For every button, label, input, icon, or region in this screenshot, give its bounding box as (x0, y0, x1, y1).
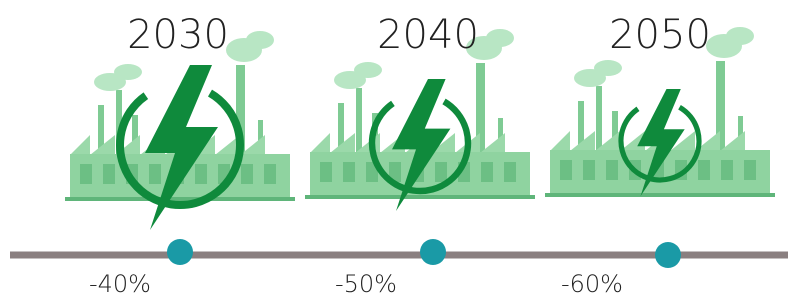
factory-window (195, 164, 207, 184)
factory-window (721, 160, 733, 180)
factory-window (606, 160, 618, 180)
factory-window (103, 164, 115, 184)
timeline-dot (420, 239, 446, 265)
ground (305, 195, 535, 199)
year-label: 2030 (127, 12, 229, 58)
factory-window (320, 162, 332, 182)
factory-window (435, 162, 447, 182)
timeline-dot (655, 242, 681, 268)
factory-window (80, 164, 92, 184)
factory-window (698, 160, 710, 180)
year-label: 2040 (377, 12, 479, 58)
smoke (726, 27, 754, 45)
ground (545, 193, 775, 197)
factory-window (343, 162, 355, 182)
ground (65, 197, 295, 201)
reduction-label: -50% (335, 270, 397, 298)
timeline-infographic: 2030 2040 2050 -40% -50% -60% (0, 0, 788, 302)
timeline-dot (167, 239, 193, 265)
factory-window (481, 162, 493, 182)
factory-window (560, 160, 572, 180)
smoke (594, 60, 622, 76)
factory-window (504, 162, 516, 182)
smoke (246, 31, 274, 49)
smoke (114, 64, 142, 80)
factory-window (583, 160, 595, 180)
reduction-label: -40% (89, 270, 151, 298)
factory-window (744, 160, 756, 180)
year-label: 2050 (609, 12, 711, 58)
factory-window (241, 164, 253, 184)
reduction-label: -60% (561, 270, 623, 298)
smoke (486, 29, 514, 47)
factory-window (149, 164, 161, 184)
factory-window (264, 164, 276, 184)
smoke (354, 62, 382, 78)
